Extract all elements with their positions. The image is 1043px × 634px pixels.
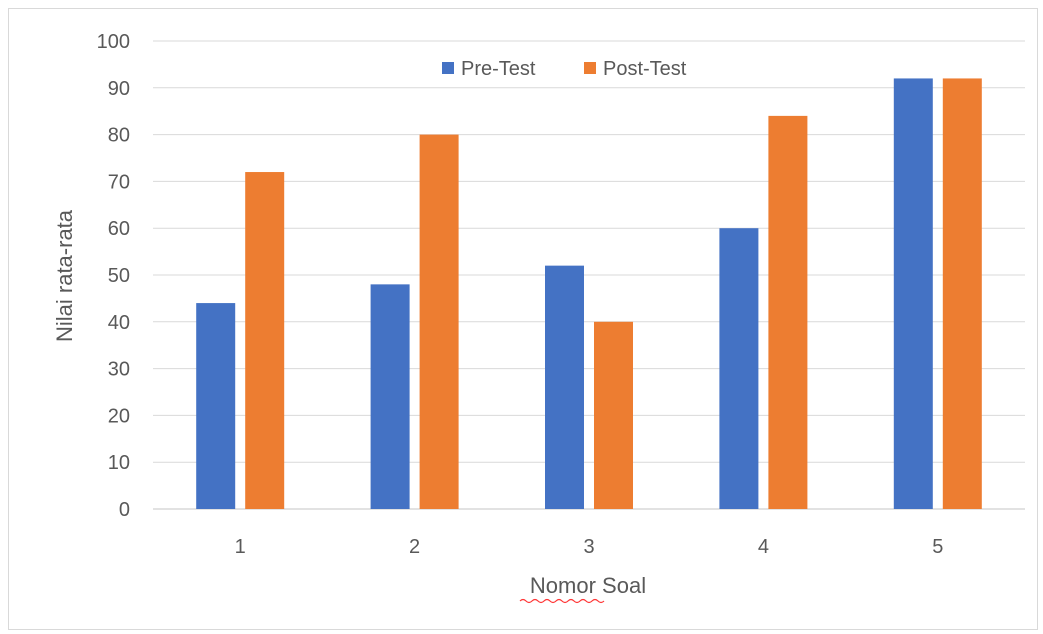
legend-swatch-post-test bbox=[584, 62, 596, 74]
x-axis-title: Nomor Soal bbox=[530, 573, 646, 598]
bar-post-test-5 bbox=[942, 78, 982, 509]
bar-post-test-2 bbox=[419, 134, 459, 509]
bar-post-test-4 bbox=[768, 115, 808, 509]
x-tick-label: 4 bbox=[758, 536, 769, 558]
y-axis-title: Nilai rata-rata bbox=[52, 209, 77, 342]
y-tick-label: 30 bbox=[108, 359, 130, 381]
gridlines bbox=[153, 40, 1025, 510]
y-tick-label: 40 bbox=[108, 312, 130, 334]
x-tick-label: 3 bbox=[583, 536, 594, 558]
y-tick-label: 50 bbox=[108, 265, 130, 287]
y-tick-label: 100 bbox=[97, 31, 130, 53]
bars bbox=[196, 78, 982, 510]
spellcheck-underline bbox=[519, 598, 605, 604]
x-tick-label: 5 bbox=[932, 536, 943, 558]
x-tick-label: 1 bbox=[235, 536, 246, 558]
y-tick-label: 0 bbox=[119, 499, 130, 521]
bar-pre-test-3 bbox=[545, 265, 584, 509]
bar-pre-test-4 bbox=[719, 228, 759, 509]
bar-pre-test-5 bbox=[893, 78, 933, 509]
legend-swatch-pre-test bbox=[442, 62, 454, 74]
x-tick-labels: 1 2 3 4 5 bbox=[235, 536, 944, 558]
bar-post-test-1 bbox=[245, 172, 285, 510]
y-tick-label: 80 bbox=[108, 125, 130, 147]
y-tick-label: 20 bbox=[108, 405, 130, 427]
y-tick-label: 70 bbox=[108, 171, 130, 193]
y-tick-label: 60 bbox=[108, 218, 130, 240]
x-tick-label: 2 bbox=[409, 536, 420, 558]
legend-label-pre-test: Pre-Test bbox=[461, 58, 536, 80]
bar-pre-test-2 bbox=[370, 284, 410, 509]
bar-pre-test-1 bbox=[196, 303, 236, 509]
bar-post-test-3 bbox=[594, 321, 633, 509]
legend-label-post-test: Post-Test bbox=[603, 58, 687, 80]
y-tick-label: 10 bbox=[108, 452, 130, 474]
legend: Pre-Test Post-Test bbox=[442, 58, 687, 80]
y-tick-labels: 0 10 20 30 40 50 60 70 80 90 100 bbox=[97, 31, 130, 521]
y-tick-label: 90 bbox=[108, 78, 130, 100]
chart-frame bbox=[8, 8, 1038, 630]
